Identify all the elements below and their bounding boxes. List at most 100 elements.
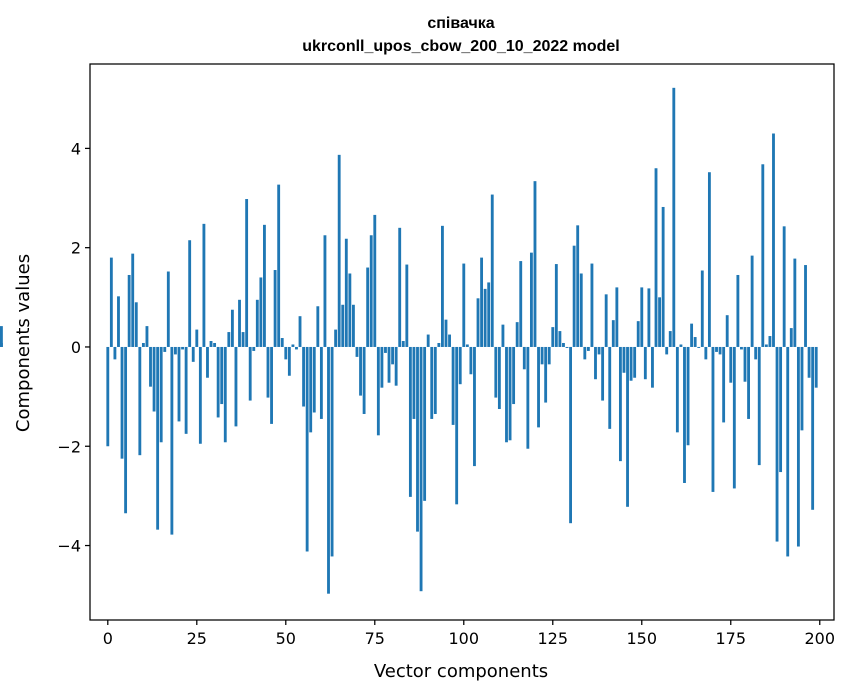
bar-125	[551, 327, 555, 347]
bar-129	[565, 346, 569, 348]
bar-17	[166, 271, 170, 347]
bar-23	[188, 240, 192, 347]
x-axis-ticks: 0 25 50 75 100 125 150 175 200	[103, 620, 835, 648]
bar-70	[355, 346, 359, 357]
bar-6	[127, 274, 131, 347]
bar-132	[576, 225, 580, 347]
bar-148	[633, 346, 637, 378]
bar-44	[263, 224, 266, 347]
bar-121	[537, 346, 540, 428]
y-tick-label: 0	[71, 338, 81, 357]
bar-176	[732, 346, 736, 489]
bar-133	[579, 273, 583, 347]
bar-64	[334, 329, 338, 347]
bar-76	[376, 346, 380, 436]
bar-104	[476, 298, 480, 347]
bar-16	[163, 346, 167, 352]
x-tick-label: 125	[538, 629, 569, 648]
bar-107	[487, 282, 491, 347]
bar-174	[725, 315, 729, 347]
bar-24	[191, 346, 195, 362]
bar-41	[252, 346, 256, 351]
x-tick-label: 100	[449, 629, 480, 648]
bar-78	[384, 346, 387, 353]
bar-187	[772, 133, 775, 347]
bar-126	[554, 264, 558, 347]
bar-112	[505, 346, 508, 443]
y-axis-ticks: −4 −2 0 2 4	[57, 139, 90, 556]
bar-5	[124, 346, 128, 514]
bar-151	[643, 346, 647, 380]
bar-178	[740, 346, 743, 350]
bar-190	[782, 226, 786, 347]
bar-169	[707, 172, 711, 347]
bar-20	[177, 346, 181, 422]
bar-100	[462, 263, 466, 347]
bar-28	[206, 346, 209, 378]
bar-119	[529, 252, 533, 347]
bar-168	[704, 346, 708, 360]
bar-37	[238, 299, 241, 347]
bar-185	[764, 344, 768, 347]
x-tick-label: 200	[804, 629, 835, 648]
bar-114	[512, 346, 516, 405]
bar-131	[572, 245, 576, 347]
bar-10	[141, 342, 145, 347]
bar-79	[387, 346, 391, 383]
bar-87	[416, 346, 419, 532]
bar-50	[284, 346, 288, 360]
bar-177	[736, 274, 740, 347]
bar-80	[391, 346, 395, 365]
bar-90	[426, 334, 430, 347]
bar-89	[423, 346, 427, 501]
bar-46	[270, 346, 273, 424]
bar-34	[227, 332, 231, 347]
bar-95	[444, 319, 448, 347]
bar-43	[259, 277, 263, 347]
bar-62	[327, 346, 330, 594]
bar-31	[216, 346, 220, 418]
x-tick-label: 0	[103, 629, 113, 648]
bar-14	[156, 346, 160, 530]
bar-136	[590, 263, 594, 347]
bar-undefined	[0, 326, 3, 347]
bar-75	[373, 214, 377, 347]
bar-19	[174, 346, 177, 355]
bar-156	[661, 206, 665, 347]
bar-170	[711, 346, 715, 492]
bar-65	[337, 154, 341, 347]
bar-139	[601, 346, 605, 401]
bar-194	[796, 346, 800, 547]
bar-122	[540, 346, 544, 365]
bar-155	[658, 297, 661, 347]
bar-108	[490, 194, 494, 347]
bar-196	[804, 265, 807, 347]
bar-118	[526, 346, 530, 449]
bar-171	[715, 346, 718, 352]
bar-191	[786, 346, 790, 557]
bar-110	[497, 346, 501, 410]
bar-9	[138, 346, 142, 456]
bar-141	[608, 346, 612, 429]
bar-71	[359, 346, 362, 396]
bar-172	[718, 346, 722, 355]
bar-81	[394, 346, 398, 386]
bar-73	[366, 267, 370, 347]
bar-93	[437, 342, 441, 347]
bar-7	[131, 253, 135, 347]
bar-0	[106, 346, 110, 447]
bar-39	[245, 199, 249, 347]
bar-153	[651, 346, 654, 388]
bar-111	[501, 324, 505, 347]
bar-157	[665, 346, 669, 355]
bar-166	[697, 346, 701, 348]
y-axis-label: Components values	[13, 254, 34, 432]
bar-161	[679, 344, 683, 347]
bar-61	[323, 235, 327, 347]
bar-99	[458, 346, 462, 385]
bar-199	[814, 346, 818, 388]
bar-84	[405, 264, 409, 347]
bar-38	[241, 332, 245, 347]
x-tick-label: 75	[365, 629, 385, 648]
bar-22	[184, 346, 188, 434]
